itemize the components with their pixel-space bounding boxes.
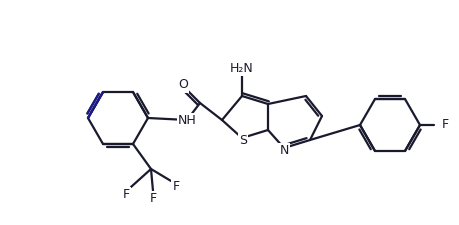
Text: H₂N: H₂N: [230, 61, 254, 74]
Text: S: S: [239, 133, 247, 146]
Text: F: F: [173, 180, 179, 194]
Text: F: F: [123, 189, 129, 201]
Text: N: N: [280, 144, 289, 157]
Text: O: O: [178, 79, 188, 92]
Text: F: F: [150, 192, 157, 205]
Text: NH: NH: [178, 113, 196, 126]
Text: F: F: [442, 119, 449, 131]
